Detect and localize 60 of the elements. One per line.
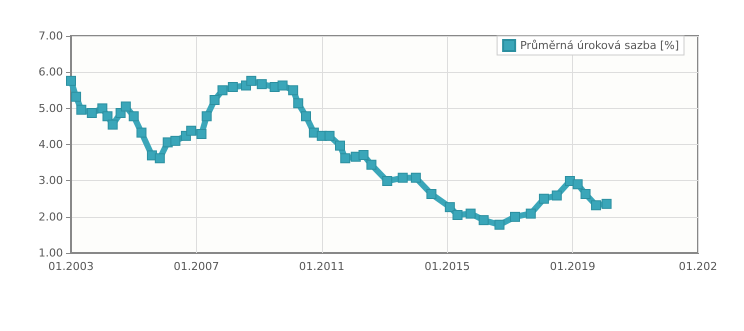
legend-label: Průměrná úroková sazba [%]: [520, 39, 680, 52]
point: [444, 202, 455, 212]
point: [256, 79, 267, 90]
point: [217, 85, 228, 96]
point: [552, 190, 562, 200]
point: [494, 220, 504, 230]
point: [452, 210, 462, 220]
point: [108, 120, 118, 130]
y-tick-label: 1.00: [38, 246, 63, 260]
point: [202, 111, 212, 122]
point: [71, 92, 82, 102]
point: [478, 215, 489, 226]
point: [170, 136, 180, 146]
point: [591, 200, 602, 210]
point: [340, 153, 350, 164]
y-tick-label: 2.00: [38, 210, 63, 224]
point: [228, 82, 238, 92]
point: [288, 85, 298, 96]
point: [301, 111, 312, 122]
y-tick-label: 5.00: [38, 102, 63, 115]
point: [278, 80, 288, 91]
point: [97, 103, 108, 114]
point: [86, 108, 97, 118]
y-tick-label: 6.00: [38, 66, 63, 79]
x-tick-label: 01.2019: [550, 260, 596, 273]
point: [136, 128, 146, 138]
point: [510, 212, 520, 222]
point: [120, 102, 131, 112]
point: [358, 150, 369, 160]
point: [466, 208, 476, 219]
point: [186, 126, 196, 136]
point: [76, 104, 86, 115]
point: [154, 153, 165, 164]
point: [366, 160, 376, 170]
point: [426, 189, 436, 200]
point: [246, 76, 256, 86]
point: [410, 172, 421, 183]
x-tick-label: 01.202: [678, 260, 718, 273]
x-tick-label: 01.2011: [299, 260, 345, 273]
point: [580, 189, 591, 200]
point: [293, 98, 304, 108]
x-tick-label: 01.2015: [424, 260, 470, 273]
point: [210, 95, 220, 106]
point: [66, 76, 76, 86]
point: [128, 111, 139, 122]
point: [538, 194, 549, 204]
y-tick-label: 7.00: [38, 30, 63, 42]
point: [526, 208, 536, 219]
x-tick-label: 01.2007: [174, 260, 220, 273]
point: [398, 172, 408, 183]
y-tick-label: 4.00: [38, 138, 63, 151]
point: [382, 176, 392, 186]
point: [602, 198, 612, 209]
point: [102, 111, 112, 122]
point: [324, 130, 335, 141]
x-tick-label: 01.2003: [48, 260, 94, 273]
point: [196, 129, 206, 140]
point: [334, 140, 345, 151]
point: [572, 179, 583, 190]
y-tick-label: 3.00: [38, 174, 63, 188]
